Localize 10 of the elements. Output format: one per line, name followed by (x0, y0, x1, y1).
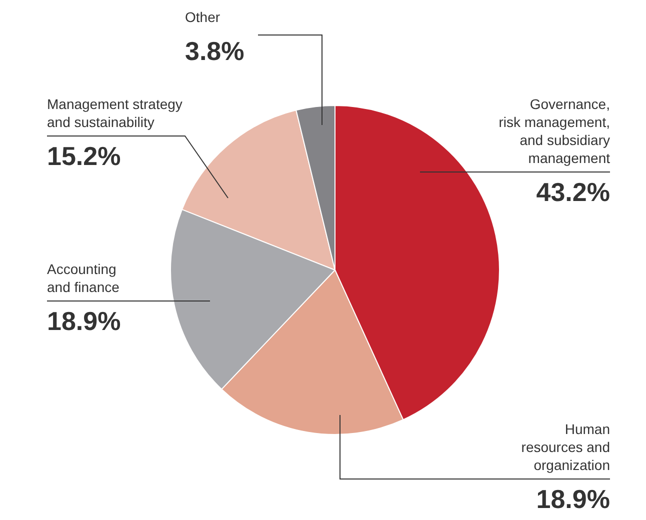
slice-label: Human resources and organization (520, 420, 610, 474)
slice-label: Governance, risk management, and subsidiary management (498, 95, 610, 167)
data-label: 18.9% (47, 306, 122, 336)
slice-label: Other (185, 8, 222, 26)
data-label: 18.9% (535, 484, 610, 514)
data-label: 3.8% (185, 36, 246, 66)
data-label: 43.2% (535, 177, 610, 207)
slice-label: Management strategy and sustainability (47, 95, 184, 131)
data-label: 15.2% (47, 141, 122, 171)
slice-label: Accounting and finance (47, 260, 120, 296)
